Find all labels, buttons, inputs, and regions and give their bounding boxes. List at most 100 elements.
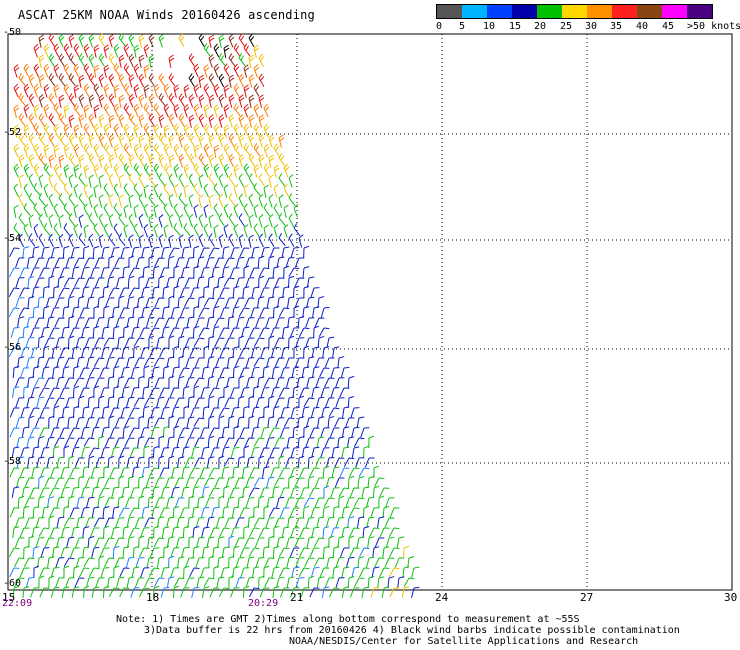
wind-barb: [128, 194, 134, 208]
wind-barb: [136, 456, 145, 468]
wind-barb: [61, 326, 70, 338]
wind-barb: [45, 257, 55, 268]
wind-barb: [233, 437, 245, 448]
wind-barb: [370, 587, 380, 598]
wind-barb: [64, 377, 75, 388]
wind-barb: [118, 73, 125, 88]
wind-barb: [201, 526, 210, 538]
wind-barb: [109, 427, 120, 438]
wind-barb: [188, 173, 195, 188]
wind-barb: [279, 587, 290, 598]
wind-barb: [287, 516, 295, 528]
wind-barb: [54, 437, 65, 448]
wind-barb: [70, 246, 80, 258]
wind-barb: [251, 286, 260, 298]
wind-barb: [174, 477, 185, 488]
wind-barb: [178, 93, 185, 107]
wind-barb: [169, 387, 180, 398]
wind-barb: [22, 586, 30, 598]
wind-barb: [287, 316, 295, 328]
wind-barb: [259, 447, 270, 458]
wind-barb: [79, 387, 90, 398]
wind-barb: [48, 415, 55, 429]
wind-barb: [123, 163, 131, 177]
wind-barb: [125, 556, 135, 568]
map-grid: [7, 33, 733, 591]
wind-barb: [156, 396, 165, 408]
wind-barb: [223, 224, 229, 238]
wind-barb: [58, 173, 66, 187]
wind-barb: [174, 497, 185, 508]
wind-barb: [258, 527, 270, 538]
wind-barb: [128, 154, 135, 168]
wind-barb: [20, 447, 30, 458]
wind-barb: [73, 63, 80, 78]
legend-swatch-7: [612, 5, 637, 18]
wind-barb: [321, 586, 330, 598]
wind-barb: [15, 397, 25, 408]
wind-barb: [225, 297, 235, 308]
wind-barb: [213, 317, 225, 328]
wind-barb: [192, 325, 200, 339]
wind-barb: [359, 567, 370, 578]
wind-barb: [213, 224, 219, 238]
wind-barb: [328, 535, 335, 549]
wind-barb: [152, 286, 160, 298]
wind-barb: [115, 317, 125, 328]
wind-barb: [288, 233, 295, 247]
wind-barb: [353, 497, 365, 507]
wind-barb: [117, 496, 125, 508]
wind-barb: [98, 487, 110, 498]
wind-barb: [9, 507, 20, 518]
wind-barb: [146, 556, 155, 568]
wind-barb: [38, 153, 46, 167]
wind-barb: [60, 487, 70, 498]
wind-barb: [83, 63, 90, 77]
wind-barb: [148, 113, 155, 127]
wind-barb: [83, 585, 90, 599]
wind-barb: [198, 74, 205, 88]
wind-barb: [185, 357, 195, 368]
legend-swatch-9: [662, 5, 687, 18]
wind-barb: [288, 174, 294, 188]
wind-barb: [264, 577, 275, 588]
wind-barb: [202, 406, 210, 419]
wind-barb: [229, 327, 240, 338]
wind-barb: [193, 223, 200, 237]
wind-barb: [299, 467, 310, 478]
wind-barb: [256, 416, 265, 428]
wind-barb: [298, 567, 310, 577]
wind-barb: [163, 163, 170, 177]
wind-barb: [228, 193, 236, 207]
wind-barb: [154, 297, 165, 308]
wind-barb: [290, 447, 300, 458]
wind-barb: [145, 477, 155, 488]
wind-barb: [216, 576, 225, 588]
wind-barb: [173, 223, 181, 236]
wind-barb: [394, 557, 405, 568]
legend-color-bar: [436, 4, 713, 19]
wind-barb: [330, 527, 340, 538]
wind-barb: [15, 297, 25, 308]
wind-barb: [112, 306, 120, 318]
wind-barb: [13, 557, 25, 568]
wind-barb: [343, 457, 355, 468]
wind-barb: [18, 233, 25, 248]
wind-barb: [114, 437, 125, 448]
wind-barb: [88, 73, 96, 87]
wind-barb: [83, 224, 89, 238]
wind-barb: [150, 426, 160, 438]
wind-barb: [93, 83, 100, 97]
wind-barb: [223, 84, 230, 98]
wind-barb: [219, 347, 230, 358]
wind-barb: [68, 133, 75, 148]
wind-barb: [138, 114, 145, 128]
wind-barb: [249, 467, 260, 478]
wind-barb: [281, 346, 290, 358]
wind-barb: [107, 316, 115, 328]
wind-barb: [68, 174, 74, 188]
wind-barb: [90, 287, 100, 298]
wind-barb: [189, 427, 200, 438]
wind-barb: [201, 486, 210, 498]
wind-barb: [125, 396, 135, 408]
